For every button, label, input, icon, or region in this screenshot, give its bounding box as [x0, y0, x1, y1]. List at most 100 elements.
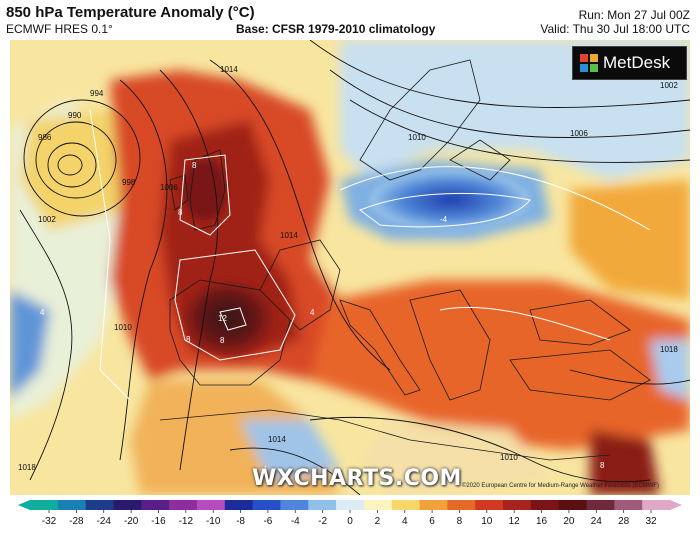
- colorbar-tick-label: -6: [263, 516, 272, 527]
- isobar-south-2: [229, 447, 361, 495]
- anomaly-label: -4: [440, 215, 448, 224]
- colorbar-segment: [252, 500, 281, 510]
- isobar-label: 1014: [280, 231, 298, 240]
- coastlines: [159, 59, 651, 461]
- colorbar-tick-label: -16: [151, 516, 166, 527]
- map-title: 850 hPa Temperature Anomaly (°C): [6, 4, 255, 21]
- isobar-label: 990: [68, 111, 82, 120]
- isobar-south-1: [309, 416, 651, 483]
- wxcharts-watermark: WXCHARTS.COM: [252, 466, 462, 491]
- coast-black-sea: [529, 299, 631, 346]
- metdesk-logo-icon: [580, 54, 598, 72]
- colorbar-segment: [642, 500, 671, 510]
- colorbar-segment: [30, 500, 59, 510]
- isobar-label: 994: [90, 89, 104, 98]
- isobar-north-3: [349, 99, 690, 163]
- isobar-1006: [119, 79, 168, 461]
- coast-britain: [189, 149, 226, 231]
- isobar-label: 1006: [160, 183, 178, 192]
- colorbar-segment: [586, 500, 615, 510]
- coast-scandinavia: [359, 59, 481, 181]
- isobar-label: 1018: [660, 345, 678, 354]
- isobar-label: 998: [122, 178, 136, 187]
- colorbar-tick-label: 6: [429, 516, 435, 527]
- coast-italy: [339, 299, 421, 396]
- isobar-1014: [209, 59, 391, 371]
- colorbar-segment: [57, 500, 87, 510]
- colorbar-tick-label: -12: [179, 516, 194, 527]
- colorbar-segment: [113, 500, 142, 510]
- anomaly-label: 8: [600, 461, 605, 470]
- east-med-neutral: [360, 420, 550, 495]
- isobar-label: 1002: [38, 215, 56, 224]
- colorbar-tick-label: 16: [536, 516, 548, 527]
- colorbar-segment: [224, 500, 254, 510]
- colorbar-tick-label: 4: [402, 516, 408, 527]
- isobar-label: 1002: [660, 81, 678, 90]
- coast-iberia: [169, 279, 291, 386]
- atlantic-cold-area: [10, 290, 50, 400]
- colorbar-segment: [336, 500, 365, 510]
- colorbar-tick-label: -8: [236, 516, 245, 527]
- colorbar-tick-label: 10: [481, 516, 493, 527]
- coast-balkans: [409, 289, 491, 401]
- coast-france: [259, 239, 341, 331]
- colorbar-segment: [503, 500, 532, 510]
- colorbar-graphic: -32 -28 -24 -20 -16 -12 -10 -8 -6 -4 -2 0 2 4 6 8 10 12 16…: [18, 500, 682, 527]
- colorbar-tick-label: 8: [457, 516, 463, 527]
- colorbar-segment: [169, 500, 198, 510]
- coast-north-africa: [159, 409, 611, 461]
- south-warm-area: [310, 280, 690, 450]
- anomaly-label: 4: [40, 308, 45, 317]
- colorbar-segment: [363, 500, 393, 510]
- colorbar-tick-label: 0: [347, 516, 353, 527]
- colorbar: -32 -28 -24 -20 -16 -12 -10 -8 -6 -4 -2 0 2 4 6 8 10 12 16…: [0, 496, 700, 536]
- isobar-label: 1006: [570, 129, 588, 138]
- valid-time: Valid: Thu 30 Jul 18:00 UTC: [540, 22, 690, 36]
- east-blue: [650, 340, 690, 400]
- contour-0-north: [339, 166, 651, 231]
- isobar-low-1: [57, 154, 83, 176]
- contour-12: [219, 307, 247, 331]
- colorbar-segment: [391, 500, 421, 510]
- contour-4-west: [89, 109, 131, 401]
- heat-core-iberia: [182, 280, 274, 356]
- isobar-low-4: [23, 99, 141, 217]
- isobar-1002: [19, 209, 73, 481]
- header: 850 hPa Temperature Anomaly (°C) ECMWF H…: [0, 0, 700, 40]
- isobar-north-1: [309, 40, 690, 108]
- isobar-label: 1010: [408, 133, 426, 142]
- cold-core-central: [370, 170, 530, 230]
- metdesk-logo-text: MetDesk: [603, 53, 671, 72]
- isobar-low-3: [35, 121, 117, 199]
- east-warm-area: [570, 180, 690, 300]
- colorbar-tick-label: 28: [618, 516, 630, 527]
- colorbar-segment: [419, 500, 448, 510]
- colorbar-segment: [530, 500, 560, 510]
- colorbar-segment: [196, 500, 226, 510]
- anomaly-label: 8: [220, 336, 225, 345]
- coast-turkey: [509, 349, 651, 401]
- colorbar-segment: [447, 500, 476, 510]
- contour-neg4: [358, 192, 531, 228]
- run-time: Run: Mon 27 Jul 00Z: [578, 8, 690, 22]
- isobar-low-2: [47, 142, 97, 188]
- colorbar-arrow-left: [18, 500, 30, 510]
- colorbar-tick-label: -2: [318, 516, 327, 527]
- isobar-label: 986: [38, 133, 52, 142]
- model-name: ECMWF HRES 0.1°: [6, 22, 113, 36]
- isobar-label: 1010: [500, 453, 518, 462]
- heat-core-uk: [183, 160, 227, 220]
- colorbar-segment: [475, 500, 504, 510]
- isobar-label: 1018: [18, 463, 36, 472]
- anomaly-map: 986 990 994 998 1002 1006 1010 1014 1018…: [10, 40, 690, 495]
- colorbar-segment: [280, 500, 309, 510]
- anomaly-contours: [89, 109, 651, 401]
- colorbar-tick-label: 12: [509, 516, 521, 527]
- anomaly-label: 8: [192, 161, 197, 170]
- colorbar-segment: [308, 500, 337, 510]
- isobar-east-1: [569, 369, 690, 385]
- colorbar-tick-label: -28: [69, 516, 84, 527]
- isobar-label: 1014: [268, 435, 286, 444]
- contour-8-uk: [179, 154, 231, 236]
